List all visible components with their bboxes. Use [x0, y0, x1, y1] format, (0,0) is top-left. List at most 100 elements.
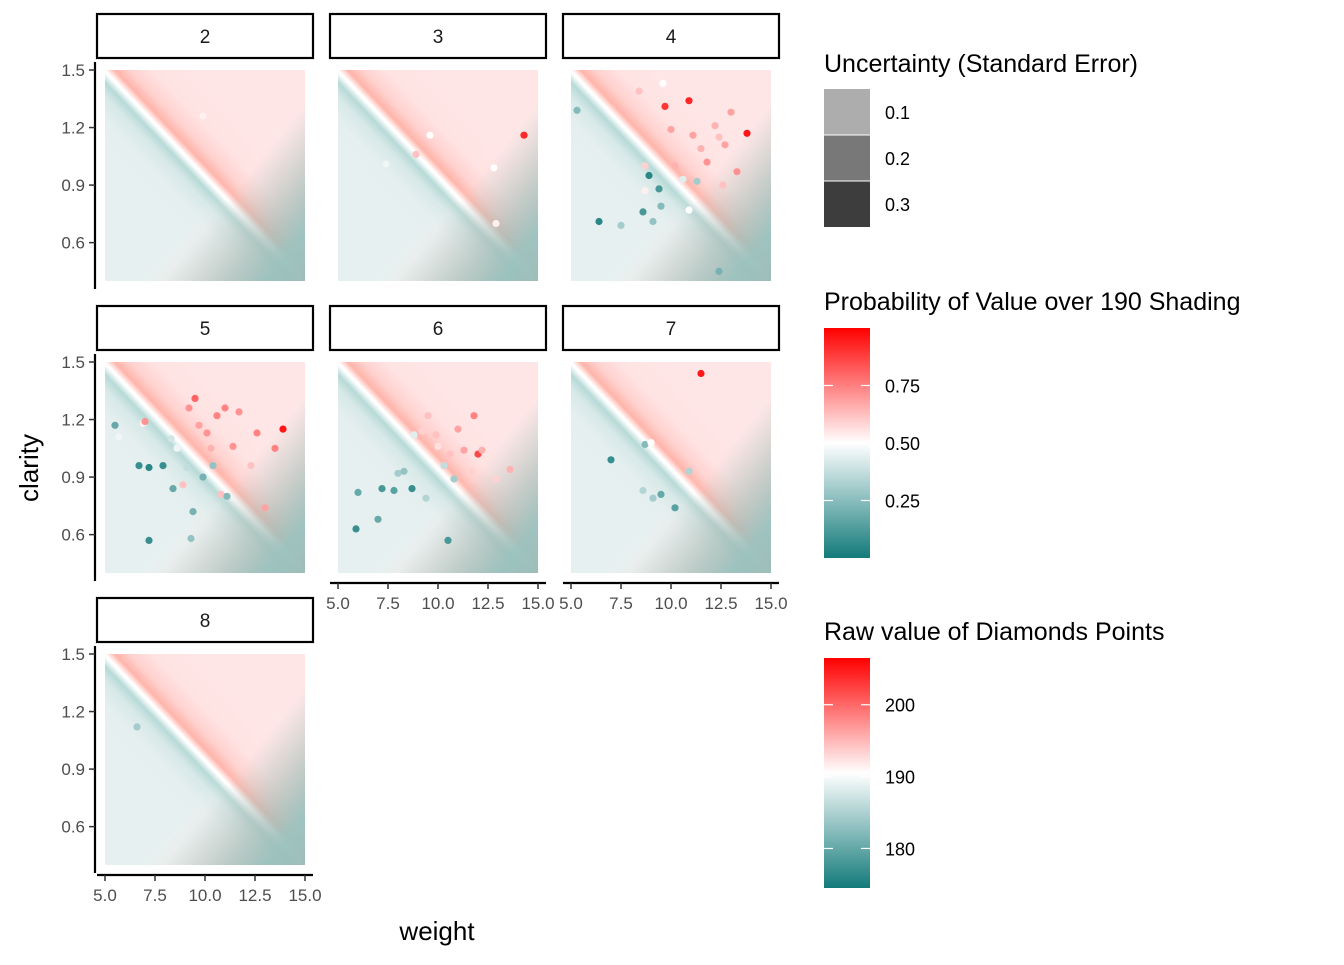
facet-strip	[561, 12, 781, 60]
data-point	[715, 267, 723, 275]
data-point	[229, 442, 237, 450]
data-point	[410, 431, 418, 439]
data-point	[135, 462, 143, 470]
facet-panel-8: 8 0.6 0.9 1.2 1.5 5.0 7.5 10.0 12.5 15.0	[61, 596, 322, 905]
data-point	[378, 485, 386, 493]
data-point	[649, 494, 657, 502]
data-point	[635, 87, 643, 95]
data-point	[133, 723, 141, 731]
data-point	[573, 106, 581, 114]
data-point	[649, 217, 657, 226]
data-point	[641, 187, 649, 195]
data-point	[440, 462, 448, 470]
facet-strip	[328, 304, 548, 352]
data-point	[693, 177, 701, 185]
probability-surface-shade	[571, 70, 771, 281]
data-point	[195, 421, 203, 429]
x-tick-label: 15.0	[754, 594, 787, 613]
colorbar-tick-label: 190	[885, 768, 915, 788]
y-tick-label: 0.9	[61, 468, 85, 487]
colorbar-tick-label: 0.75	[885, 377, 920, 397]
data-point	[145, 463, 153, 472]
facet-strip	[328, 12, 548, 60]
legend-raw-value: Raw value of Diamonds Points 180 190 200	[824, 618, 1164, 888]
colorbar-tick-label: 200	[885, 696, 915, 716]
facet-strip	[561, 304, 781, 352]
x-tick-label: 10.0	[421, 594, 454, 613]
data-point	[685, 97, 693, 105]
data-point	[671, 504, 679, 512]
facet-strip-label: 6	[433, 319, 444, 340]
x-tick-label: 10.0	[654, 594, 687, 613]
data-point	[426, 131, 434, 139]
data-point	[199, 112, 207, 120]
data-point	[715, 133, 723, 141]
facet-strip	[95, 12, 315, 60]
data-point	[424, 412, 432, 420]
probability-surface-shade	[105, 654, 305, 865]
data-point	[478, 446, 486, 454]
x-tick-label: 5.0	[326, 594, 350, 613]
y-tick-label: 1.2	[61, 411, 85, 430]
data-point	[422, 494, 430, 502]
data-point	[412, 150, 420, 158]
data-point	[271, 444, 279, 452]
data-point	[203, 429, 211, 437]
probability-surface-shade	[338, 362, 538, 573]
y-tick-label: 1.5	[61, 61, 85, 80]
data-point	[689, 131, 697, 139]
x-tick-label: 15.0	[288, 886, 321, 905]
data-point	[400, 467, 408, 475]
facet-panel-2: 2 0.6 0.9 1.2 1.5	[61, 12, 315, 289]
x-tick-label: 7.5	[143, 886, 167, 905]
data-point	[657, 202, 665, 210]
data-point	[446, 450, 454, 458]
probability-surface-shade	[571, 362, 771, 573]
data-point	[703, 158, 711, 166]
facet-panel-5: 5 0.6 0.9 1.2 1.5	[61, 304, 315, 581]
data-point	[145, 536, 153, 545]
x-tick-label: 12.5	[704, 594, 737, 613]
data-point	[418, 427, 426, 435]
data-point	[434, 442, 442, 450]
data-point	[655, 185, 663, 193]
colorbar-tick-label: 0.50	[885, 434, 920, 454]
facet-strip-label: 2	[200, 27, 211, 48]
facet-strip-label: 5	[200, 319, 211, 340]
data-point	[506, 465, 514, 473]
data-point	[617, 221, 625, 229]
y-tick-label: 0.6	[61, 818, 85, 837]
data-point	[185, 404, 193, 412]
facet-strip-label: 7	[666, 319, 677, 340]
data-point	[492, 475, 500, 483]
data-point	[647, 439, 655, 447]
data-point	[115, 433, 123, 441]
facet-strip	[95, 596, 315, 644]
data-point	[679, 175, 687, 183]
colorbar-tick-label: 180	[885, 839, 915, 859]
data-point	[189, 508, 197, 516]
facet-strip-label: 8	[200, 611, 211, 632]
data-point	[213, 412, 221, 420]
x-axis-title: weight	[398, 916, 475, 946]
facet-panel-6: 6 5.0 7.5 10.0 12.5 15.0	[326, 304, 555, 613]
data-point	[468, 467, 476, 475]
data-point	[279, 425, 287, 433]
data-point	[374, 515, 382, 523]
facet-panels: 2 0.6 0.9 1.2 1.5 3 4 5 0.6 0.9 1.2 1.5 6 5.0 7.5 10.0 1…	[61, 12, 788, 905]
legend-title: Raw value of Diamonds Points	[824, 618, 1164, 646]
data-point	[671, 162, 679, 170]
data-point	[641, 440, 649, 449]
legend-probability: Probability of Value over 190 Shading 0.2…	[824, 288, 1240, 558]
x-tick-label: 7.5	[376, 594, 400, 613]
data-point	[711, 122, 719, 130]
legend-key	[824, 135, 870, 181]
data-point	[394, 469, 402, 477]
data-point	[432, 431, 440, 439]
data-point	[247, 462, 255, 470]
data-point	[382, 160, 390, 168]
data-point	[209, 462, 217, 470]
legend-label: 0.3	[885, 195, 910, 215]
data-point	[685, 206, 693, 214]
